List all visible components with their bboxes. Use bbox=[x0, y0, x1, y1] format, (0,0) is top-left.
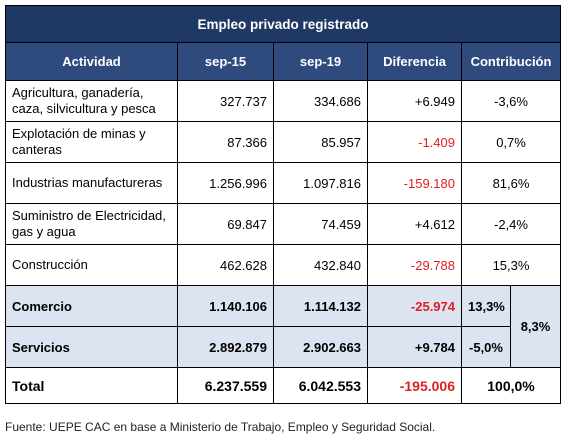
table-row: Construcción 462.628 432.840 -29.788 15,3% bbox=[5, 244, 562, 286]
cell: +9.784 bbox=[367, 326, 462, 368]
cell: -5,0% bbox=[461, 326, 511, 368]
table-row: Industrias manufactureras 1.256.996 1.097.… bbox=[5, 162, 562, 204]
cell: 462.628 bbox=[177, 244, 274, 286]
combined-cell: 8,3% bbox=[509, 285, 562, 368]
cell: 2.892.879 bbox=[177, 326, 274, 368]
cell: -159.180 bbox=[367, 162, 462, 204]
cell: 2.902.663 bbox=[273, 326, 368, 368]
cell: -25.974 bbox=[367, 285, 462, 327]
column-header: sep-19 bbox=[273, 42, 368, 81]
column-header: Diferencia bbox=[367, 42, 462, 81]
cell: 6.042.553 bbox=[273, 367, 368, 404]
cell: 87.366 bbox=[177, 121, 274, 163]
row-label: Comercio bbox=[5, 285, 178, 327]
cell: 1.114.132 bbox=[273, 285, 368, 327]
cell: +6.949 bbox=[367, 80, 462, 122]
row-label: Servicios bbox=[5, 326, 178, 368]
employment-table: Empleo privado registrado Actividad sep-1… bbox=[4, 5, 562, 404]
cell: 81,6% bbox=[460, 162, 562, 204]
cell: 6.237.559 bbox=[177, 367, 274, 404]
footnote: Fuente: UEPE CAC en base a Ministerio de… bbox=[5, 420, 436, 434]
cell: 1.140.106 bbox=[177, 285, 274, 327]
table-row: Explotación de minas y canteras 87.366 85.… bbox=[5, 121, 562, 163]
cell: +4.612 bbox=[367, 203, 462, 245]
table-row: Suministro de Electricidad, gas y agua 69… bbox=[5, 203, 562, 245]
cell: -3,6% bbox=[460, 80, 562, 122]
row-label: Construcción bbox=[5, 244, 178, 286]
row-label: Industrias manufactureras bbox=[5, 162, 178, 204]
row-label: Suministro de Electricidad, gas y agua bbox=[5, 203, 178, 245]
cell: 13,3% bbox=[461, 285, 511, 327]
cell: -195.006 bbox=[367, 367, 462, 404]
cell: 1.097.816 bbox=[273, 162, 368, 204]
table-row: Comercio 1.140.106 1.114.132 -25.974 13,3% 8,… bbox=[5, 285, 562, 368]
cell: 0,7% bbox=[460, 121, 562, 163]
row-label: Agricultura, ganadería, caza, silvicultu… bbox=[5, 80, 178, 122]
cell: -2,4% bbox=[460, 203, 562, 245]
row-label: Explotación de minas y canteras bbox=[5, 121, 178, 163]
cell: 15,3% bbox=[460, 244, 562, 286]
cell: 327.737 bbox=[177, 80, 274, 122]
cell: 432.840 bbox=[273, 244, 368, 286]
cell: 69.847 bbox=[177, 203, 274, 245]
table-row: Agricultura, ganadería, caza, silvicultu… bbox=[5, 80, 562, 122]
cell: 334.686 bbox=[273, 80, 368, 122]
table-row: Servicios 2.892.879 2.902.663 +9.784 -5,0% bbox=[5, 326, 561, 368]
cell: 1.256.996 bbox=[177, 162, 274, 204]
table-title: Empleo privado registrado bbox=[4, 5, 562, 43]
cell: 85.957 bbox=[273, 121, 368, 163]
row-label: Total bbox=[5, 367, 178, 404]
cell: -29.788 bbox=[367, 244, 462, 286]
total-row: Total 6.237.559 6.042.553 -195.006 100,0% bbox=[5, 367, 562, 404]
cell: 100,0% bbox=[460, 367, 562, 404]
column-header: sep-15 bbox=[177, 42, 274, 81]
column-header: Actividad bbox=[5, 42, 178, 81]
cell: 74.459 bbox=[273, 203, 368, 245]
cell: -1.409 bbox=[367, 121, 462, 163]
column-header: Contribución bbox=[460, 42, 562, 81]
